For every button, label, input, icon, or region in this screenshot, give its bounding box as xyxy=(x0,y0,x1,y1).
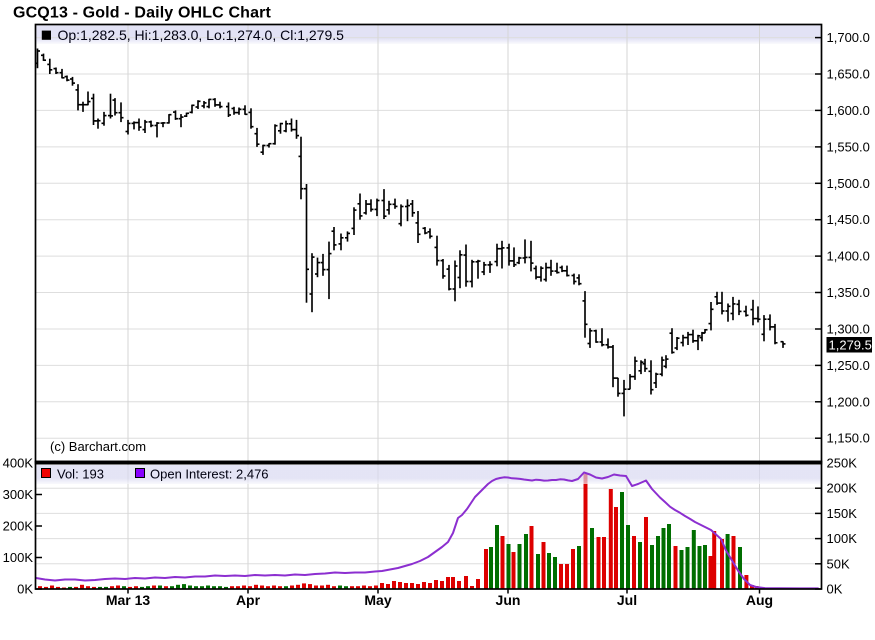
svg-text:150K: 150K xyxy=(827,506,858,521)
svg-text:1,700.0: 1,700.0 xyxy=(827,30,870,45)
svg-text:100K: 100K xyxy=(827,531,858,546)
svg-text:Vol: 193: Vol: 193 xyxy=(57,467,104,482)
svg-text:Op:1,282.5, Hi:1,283.0, Lo:1,2: Op:1,282.5, Hi:1,283.0, Lo:1,274.0, Cl:1… xyxy=(58,27,345,43)
svg-text:0K: 0K xyxy=(17,582,33,597)
svg-text:Apr: Apr xyxy=(236,592,261,608)
svg-text:Aug: Aug xyxy=(746,592,773,608)
svg-text:1,279.5: 1,279.5 xyxy=(829,338,872,353)
svg-text:1,200.0: 1,200.0 xyxy=(827,394,870,409)
svg-text:1,250.0: 1,250.0 xyxy=(827,358,870,373)
svg-text:GCQ13 - Gold - Daily OHLC Char: GCQ13 - Gold - Daily OHLC Chart xyxy=(13,5,272,22)
svg-text:400K: 400K xyxy=(3,456,34,471)
svg-text:0K: 0K xyxy=(827,582,843,597)
svg-text:1,150.0: 1,150.0 xyxy=(827,431,870,446)
svg-text:Mar 13: Mar 13 xyxy=(106,592,151,608)
svg-text:1,450.0: 1,450.0 xyxy=(827,212,870,227)
svg-text:1,300.0: 1,300.0 xyxy=(827,321,870,336)
svg-text:1,350.0: 1,350.0 xyxy=(827,285,870,300)
svg-text:100K: 100K xyxy=(3,550,34,565)
svg-text:1,600.0: 1,600.0 xyxy=(827,103,870,118)
svg-text:Jul: Jul xyxy=(617,592,637,608)
svg-text:1,650.0: 1,650.0 xyxy=(827,67,870,82)
svg-text:1,550.0: 1,550.0 xyxy=(827,139,870,154)
svg-text:1,400.0: 1,400.0 xyxy=(827,249,870,264)
svg-text:200K: 200K xyxy=(827,481,858,496)
svg-text:Open Interest: 2,476: Open Interest: 2,476 xyxy=(150,467,269,482)
svg-text:50K: 50K xyxy=(827,556,850,571)
svg-text:1,500.0: 1,500.0 xyxy=(827,176,870,191)
svg-text:250K: 250K xyxy=(827,456,858,471)
svg-text:300K: 300K xyxy=(3,487,34,502)
svg-text:Jun: Jun xyxy=(496,592,521,608)
svg-text:May: May xyxy=(364,592,391,608)
svg-text:(c) Barchart.com: (c) Barchart.com xyxy=(50,439,146,454)
svg-text:200K: 200K xyxy=(3,519,34,534)
